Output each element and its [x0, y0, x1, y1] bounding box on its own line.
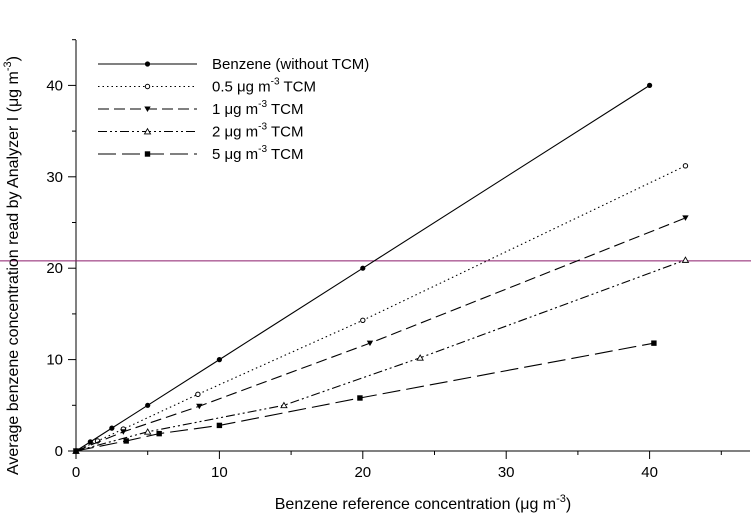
data-point: [73, 448, 79, 454]
data-point: [360, 317, 366, 323]
data-point: [682, 215, 689, 221]
data-point: [145, 402, 151, 408]
legend-label: Benzene (without TCM): [212, 56, 369, 73]
series-layer: [72, 82, 690, 454]
legend-label: 1 μg m-3 TCM: [212, 99, 303, 118]
x-axis-label: Benzene reference concentration (μg m-3): [275, 493, 571, 513]
series-line: [75, 217, 686, 452]
x-tick-label: 10: [211, 464, 228, 481]
data-point: [216, 357, 222, 363]
legend-label: 0.5 μg m-3 TCM: [212, 77, 316, 96]
legend-item: 5 μg m-3 TCM: [98, 144, 303, 163]
legend-item: 1 μg m-3 TCM: [98, 99, 303, 118]
series-5: [73, 340, 657, 454]
data-point: [357, 395, 363, 401]
data-point: [143, 428, 152, 435]
y-tick-label: 30: [46, 169, 63, 186]
tick-marks: 0 10 20 30 40 0 10 20 30 40: [46, 39, 722, 481]
series-line: [75, 342, 655, 452]
series-2: [73, 163, 689, 454]
legend-label: 5 μg m-3 TCM: [212, 144, 303, 163]
data-point: [280, 401, 288, 409]
legend-swatch-marker: [143, 127, 152, 135]
x-tick-label: 40: [641, 464, 658, 481]
data-point: [647, 82, 653, 88]
legend-swatch-marker: [144, 61, 151, 67]
legend: Benzene (without TCM) 0.5 μg m-3 TCM 1 μg …: [98, 56, 369, 163]
data-point: [651, 340, 657, 346]
x-tick-label: 20: [354, 464, 371, 481]
series-3: [72, 215, 689, 454]
y-tick-label: 20: [46, 260, 63, 277]
data-point: [196, 403, 203, 410]
legend-label: 2 μg m-3 TCM: [212, 122, 303, 141]
y-tick-label: 40: [46, 77, 63, 94]
data-point: [682, 163, 689, 169]
legend-item: 2 μg m-3 TCM: [98, 122, 303, 141]
data-point: [216, 422, 223, 429]
x-tick-label: 30: [498, 464, 515, 481]
legend-swatch-marker: [144, 151, 151, 157]
data-point: [681, 256, 690, 263]
series-4: [72, 256, 690, 454]
y-tick-label: 0: [55, 443, 63, 460]
x-tick-label: 0: [72, 464, 80, 481]
data-point: [109, 425, 115, 431]
data-point: [360, 265, 366, 271]
data-point: [156, 430, 162, 437]
axes: [0, 40, 751, 452]
legend-swatch-marker: [144, 106, 151, 112]
data-point: [366, 340, 374, 347]
data-point: [123, 438, 129, 444]
y-tick-label: 10: [46, 352, 63, 369]
legend-swatch-marker: [144, 83, 151, 90]
legend-item: Benzene (without TCM): [98, 56, 369, 73]
data-point: [120, 429, 127, 435]
data-point: [416, 354, 424, 361]
data-point: [195, 391, 201, 398]
y-axis-label: Average benzene concentration read by An…: [2, 56, 22, 475]
data-point: [87, 439, 93, 445]
series-line: [75, 165, 686, 452]
series-line: [75, 259, 686, 452]
legend-item: 0.5 μg m-3 TCM: [98, 77, 316, 96]
